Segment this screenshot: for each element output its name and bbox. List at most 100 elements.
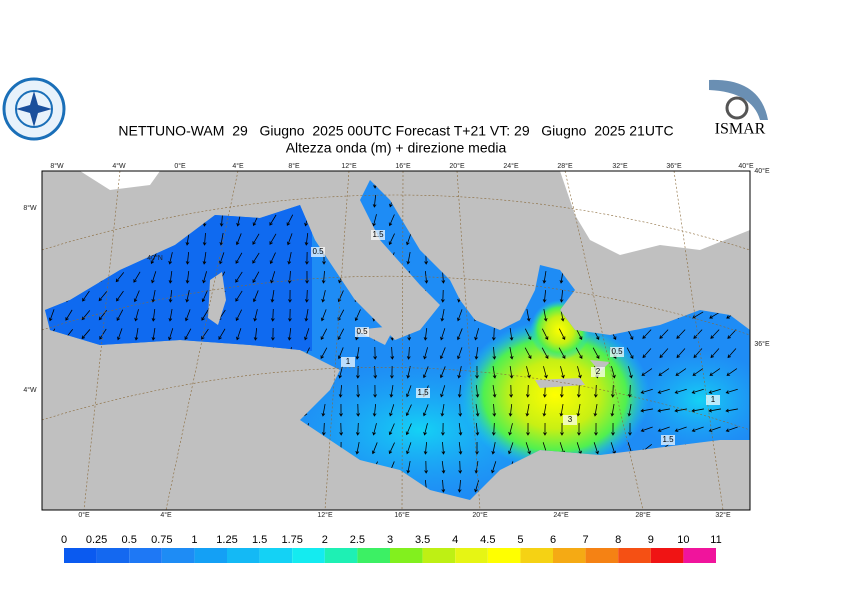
direction-arrow	[441, 441, 446, 455]
direction-arrow	[457, 384, 462, 398]
direction-arrow	[657, 388, 670, 394]
direction-arrow	[388, 423, 395, 436]
direction-arrow	[642, 329, 652, 339]
direction-arrow	[185, 270, 190, 284]
graticule-label: 40°E	[754, 167, 770, 175]
contour-label-bg	[661, 435, 675, 445]
legend-label: 1.25	[216, 534, 237, 546]
direction-arrow	[509, 328, 514, 341]
direction-arrow	[356, 384, 361, 398]
direction-arrow	[115, 272, 125, 283]
direction-arrow	[708, 388, 721, 394]
direction-arrow	[269, 233, 277, 245]
direction-arrow	[372, 194, 377, 208]
direction-arrow	[440, 289, 445, 303]
direction-arrow	[424, 460, 428, 474]
direction-arrow	[252, 290, 259, 303]
direction-arrow	[201, 290, 208, 303]
direction-arrow	[491, 461, 497, 474]
right-logo: ISMAR	[709, 78, 771, 142]
direction-arrow	[439, 366, 446, 379]
graticule-label: 32°E	[612, 162, 628, 170]
legend-swatch	[618, 548, 651, 563]
direction-arrow	[525, 384, 530, 398]
direction-arrow	[337, 328, 345, 341]
direction-arrow	[594, 422, 598, 436]
direction-arrow	[710, 329, 720, 339]
direction-arrow	[708, 408, 721, 413]
direction-arrow	[99, 328, 107, 340]
direction-arrow	[423, 347, 428, 360]
legend-swatch	[683, 548, 716, 563]
direction-arrow	[390, 346, 395, 360]
map-frame	[41, 170, 751, 511]
direction-arrow	[270, 308, 275, 322]
legend-swatch	[161, 548, 195, 563]
direction-arrow	[288, 308, 292, 322]
graticule-label: 36°E	[666, 162, 682, 170]
direction-arrow	[201, 309, 209, 321]
direction-arrow	[405, 385, 412, 398]
contour-label-bg	[341, 357, 355, 367]
direction-arrow	[727, 348, 737, 359]
island	[208, 272, 226, 325]
legend-label: 0.25	[86, 534, 107, 546]
legend-label: 1.75	[281, 534, 302, 546]
direction-arrow	[98, 291, 108, 302]
outside-domain	[560, 171, 750, 255]
legend-label: 3.5	[415, 534, 430, 546]
direction-arrow	[168, 309, 173, 322]
direction-arrow	[288, 289, 292, 303]
direction-arrow	[304, 289, 309, 303]
direction-arrow	[611, 422, 615, 436]
direction-arrow	[253, 327, 258, 341]
graticule-label: 4°W	[112, 162, 126, 170]
direction-arrow	[423, 327, 428, 341]
direction-arrow	[727, 329, 737, 339]
legend-label: 10	[677, 534, 689, 546]
contour-label: 1	[346, 357, 351, 366]
direction-arrow	[640, 426, 653, 433]
direction-arrow	[474, 480, 480, 493]
legend-swatch	[227, 548, 260, 563]
legend-label: 0.75	[151, 534, 172, 546]
direction-arrow	[475, 404, 480, 417]
direction-arrow	[725, 388, 738, 394]
direction-arrow	[150, 252, 158, 265]
legend-swatch	[553, 548, 586, 563]
direction-arrow	[674, 408, 687, 413]
legend-swatch	[64, 548, 97, 563]
direction-arrow	[676, 348, 686, 359]
direction-arrow	[657, 426, 670, 433]
direction-arrow	[168, 328, 174, 341]
direction-arrow	[253, 309, 258, 322]
graticule-label: 36°E	[754, 340, 770, 348]
direction-arrow	[691, 388, 704, 394]
direction-arrow	[541, 328, 549, 341]
direction-arrow	[491, 442, 496, 455]
contour-label-bg	[591, 367, 605, 377]
direction-arrow	[474, 328, 480, 341]
contour-label-bg	[355, 327, 369, 337]
direction-arrow	[676, 329, 686, 339]
direction-arrow	[373, 365, 378, 379]
legend-label: 4.5	[480, 534, 495, 546]
graticule-label: 4°E	[160, 511, 172, 519]
island	[535, 378, 585, 388]
legend-swatch	[650, 548, 684, 563]
direction-arrow	[168, 271, 173, 284]
direction-arrow	[371, 442, 378, 455]
direction-arrow	[559, 289, 564, 303]
direction-arrow	[628, 422, 632, 436]
direction-arrow	[610, 384, 615, 398]
direction-arrow	[372, 214, 377, 227]
direction-arrow	[390, 365, 394, 379]
contour-label-bg	[706, 395, 720, 405]
direction-arrow	[576, 384, 581, 398]
direction-arrow	[423, 423, 428, 436]
direction-arrow	[133, 290, 140, 303]
direction-arrow	[626, 347, 634, 359]
contour-label: 0.5	[356, 327, 368, 336]
direction-arrow	[82, 290, 90, 302]
